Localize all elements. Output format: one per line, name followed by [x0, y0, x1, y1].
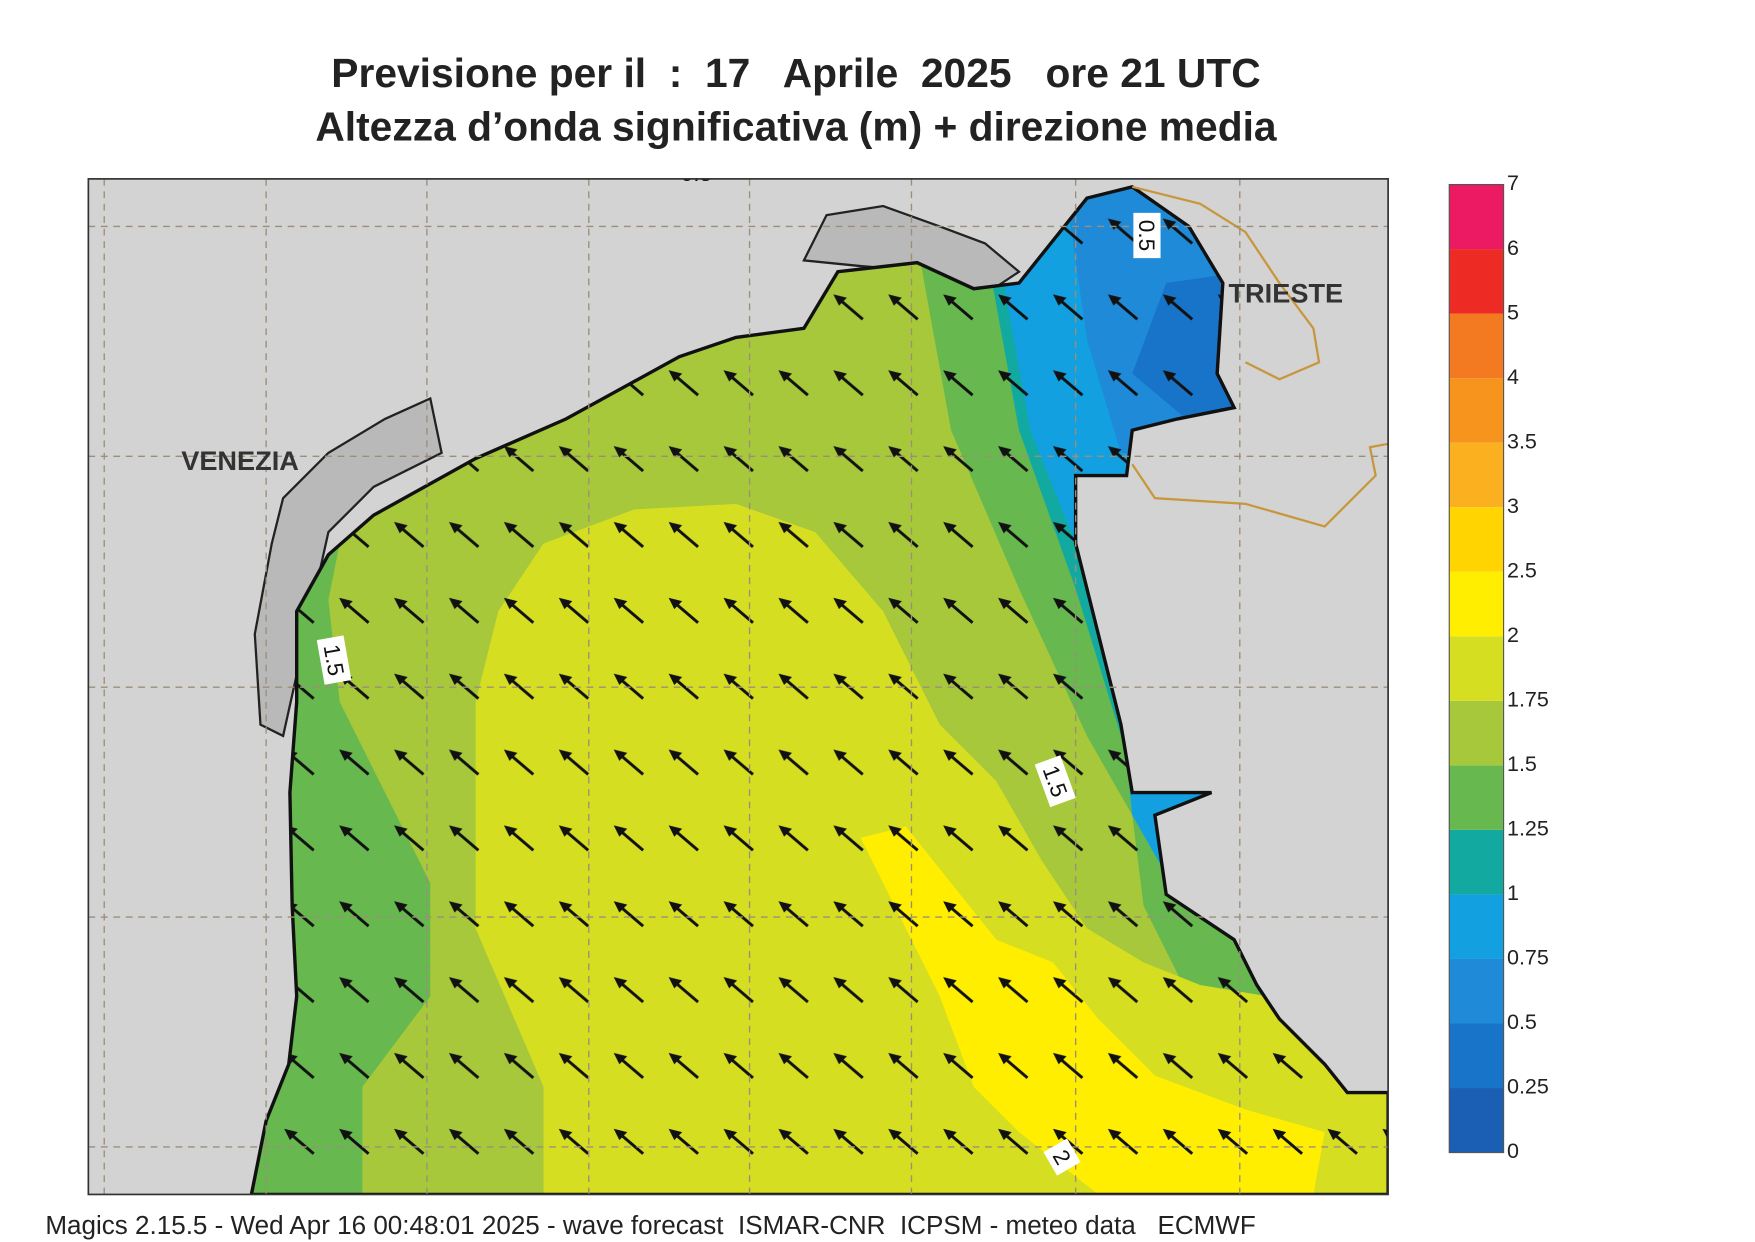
- colorbar-label: 1.75: [1507, 688, 1549, 712]
- colorbar-label: 1.25: [1507, 817, 1549, 841]
- colorbar-label: 5: [1507, 300, 1519, 324]
- colorbar-label: 2.5: [1507, 558, 1537, 582]
- colorbar-label: 3: [1507, 494, 1519, 518]
- colorbar-swatch: [1449, 313, 1504, 379]
- contour-label: 0.5: [1133, 212, 1161, 259]
- contour-label: 1.5: [316, 635, 352, 685]
- colorbar-swatch: [1449, 378, 1504, 443]
- place-label: VENEZIA: [181, 445, 299, 476]
- colorbar-label: 3.5: [1507, 429, 1537, 453]
- border: [1131, 185, 1321, 381]
- contour-label-text: 1.5: [319, 642, 349, 677]
- graticule: [88, 178, 1389, 1195]
- place-label: TRIESTE: [1228, 277, 1343, 308]
- colorbar-label: 1: [1507, 881, 1519, 905]
- footer: Magics 2.15.5 - Wed Apr 16 00:48:01 2025…: [45, 1210, 1255, 1240]
- colorbar-swatch: [1449, 249, 1504, 314]
- colorbar-label: 0.5: [1507, 1010, 1537, 1034]
- colorbar-label: 2: [1507, 623, 1519, 647]
- colorbar-swatch: [1449, 571, 1504, 637]
- colorbar-swatch: [1449, 700, 1504, 766]
- colorbar-swatch: [1449, 442, 1504, 508]
- title-line-2: Altezza d’onda significativa (m) + direz…: [315, 103, 1277, 149]
- colorbar-swatch: [1449, 958, 1504, 1024]
- border: [1131, 442, 1389, 528]
- colorbar-frame: [1448, 183, 1505, 1154]
- contour-label: 0.5: [681, 161, 712, 186]
- colorbar-swatch: [1449, 765, 1504, 830]
- map-frame: [87, 178, 1389, 1196]
- colorbar-label: 7: [1507, 171, 1519, 195]
- colorbar: 0 0.25 0.5 0.75 1 1.25 1.5 1.75 2 2.5 3 3.5 4 5 6 7: [1448, 171, 1549, 1163]
- colorbar-swatch: [1449, 1088, 1504, 1153]
- map: 0.5 0.5 1.5 1.5 2 VENEZIA TRIESTE: [88, 161, 1389, 1195]
- colorbar-swatch: [1449, 636, 1504, 701]
- contour-label: 2: [1043, 1138, 1081, 1176]
- contour-label-text: 0.5: [1134, 220, 1159, 251]
- colorbar-label: 4: [1507, 365, 1519, 389]
- colorbar-label: 0.75: [1507, 946, 1549, 970]
- colorbar-swatch: [1449, 1023, 1504, 1089]
- colorbar-swatch: [1449, 829, 1504, 895]
- colorbar-swatch: [1449, 507, 1504, 572]
- colorbar-swatch: [1449, 894, 1504, 959]
- coastline: [249, 184, 1389, 1195]
- colorbar-label: 6: [1507, 236, 1519, 260]
- colorbar-swatch: [1449, 184, 1504, 250]
- colorbar-label: 0: [1507, 1139, 1519, 1163]
- colorbar-label: 1.5: [1507, 752, 1537, 776]
- contour-label-text: 0.5: [681, 161, 712, 186]
- title-line-1: Previsione per il : 17 Aprile 2025 ore 2…: [331, 50, 1260, 96]
- colorbar-label: 0.25: [1507, 1075, 1549, 1099]
